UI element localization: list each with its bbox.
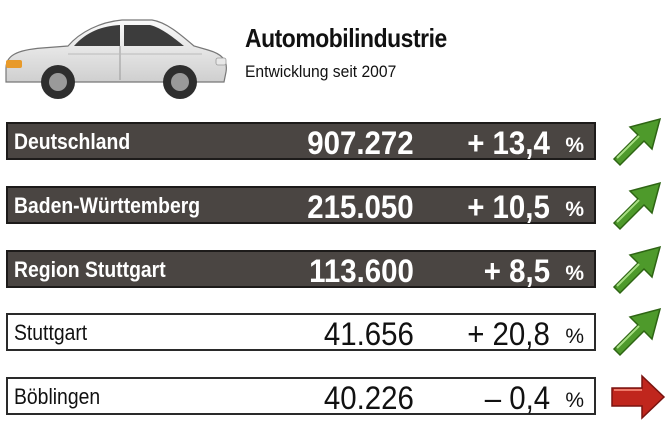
row-unit: % bbox=[565, 262, 584, 285]
arrow-up-right-icon bbox=[612, 245, 662, 295]
row-unit: % bbox=[565, 198, 584, 221]
row-value: 215.050 bbox=[307, 189, 414, 225]
arrow-right-icon bbox=[611, 374, 666, 420]
stat-row-baden-wuerttemberg: Baden-Württemberg 215.050 + 10,5 % bbox=[6, 186, 596, 225]
row-label: Deutschland bbox=[14, 129, 131, 154]
row-label: Böblingen bbox=[14, 384, 101, 409]
row-label: Baden-Württemberg bbox=[14, 193, 201, 218]
car-icon bbox=[5, 19, 227, 99]
row-change: + 13,4 bbox=[467, 125, 550, 161]
page-title: Automobilindustrie bbox=[245, 23, 447, 53]
stat-row-region-stuttgart: Region Stuttgart 113.600 + 8,5 % bbox=[6, 250, 596, 289]
stat-row-stuttgart: Stuttgart 41.656 + 20,8 % bbox=[6, 313, 596, 352]
row-unit: % bbox=[565, 325, 584, 348]
row-change: – 0,4 bbox=[484, 380, 550, 416]
stat-row-boeblingen: Böblingen 40.226 – 0,4 % bbox=[6, 377, 596, 416]
row-unit: % bbox=[565, 389, 584, 412]
row-change: + 8,5 bbox=[483, 253, 550, 289]
row-change: + 20,8 bbox=[467, 316, 550, 352]
arrow-up-right-icon bbox=[612, 117, 662, 167]
stat-row-deutschland: Deutschland 907.272 + 13,4 % bbox=[6, 122, 596, 161]
row-value: 41.656 bbox=[323, 316, 414, 352]
row-unit: % bbox=[565, 134, 584, 157]
row-value: 907.272 bbox=[307, 125, 414, 161]
row-value: 113.600 bbox=[309, 253, 414, 289]
row-change: + 10,5 bbox=[467, 189, 550, 225]
row-label: Stuttgart bbox=[14, 320, 88, 345]
arrow-up-right-icon bbox=[612, 181, 662, 231]
arrow-up-right-icon bbox=[612, 307, 662, 357]
row-label: Region Stuttgart bbox=[14, 257, 166, 282]
row-value: 40.226 bbox=[323, 380, 414, 416]
page-subtitle: Entwicklung seit 2007 bbox=[245, 62, 397, 81]
